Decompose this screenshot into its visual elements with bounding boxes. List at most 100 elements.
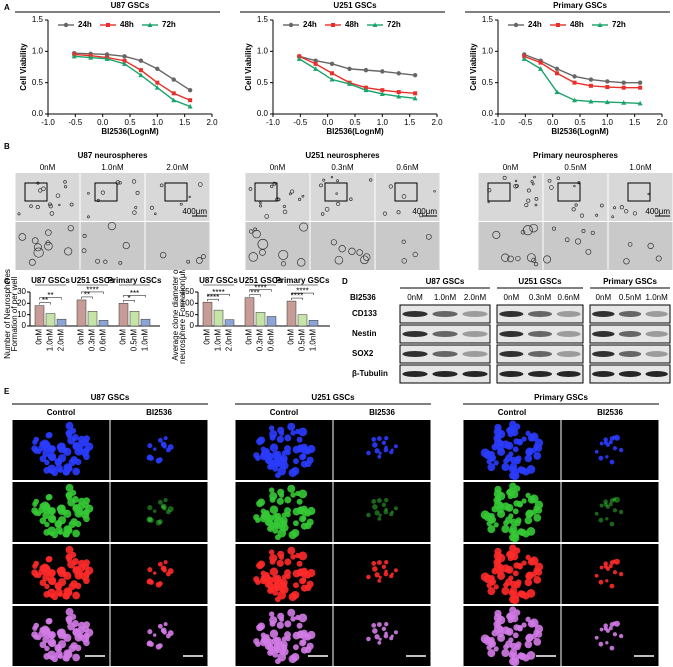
band [527, 351, 553, 357]
cell [33, 498, 40, 505]
group-label: Primary GSCs [108, 276, 162, 285]
cell [292, 644, 299, 651]
sphere [543, 255, 552, 264]
cell [524, 640, 533, 649]
sphere [547, 178, 552, 183]
micrograph [145, 222, 210, 270]
cell [85, 566, 94, 575]
cell [384, 621, 389, 627]
x-tick-label: 0.5 [349, 118, 361, 127]
dose-label: 2.0nM [166, 163, 189, 172]
stain-label: Merge [466, 607, 489, 616]
significance-bracket [39, 297, 62, 300]
sphere [252, 229, 261, 239]
cell [509, 657, 518, 666]
micrograph [608, 222, 673, 270]
y-tick-label: 20 [17, 298, 26, 307]
sphere [122, 242, 130, 250]
lane-label: 0.6nM [558, 293, 581, 302]
dose-label: 0nM [270, 163, 286, 172]
zoom-box [24, 182, 48, 202]
cell [533, 505, 540, 512]
scale-bar-label: 400μm [412, 207, 437, 216]
cell [39, 579, 47, 587]
bar [297, 314, 308, 327]
cell [157, 561, 163, 567]
cell [167, 568, 174, 575]
cell [65, 421, 74, 430]
cell [47, 638, 57, 647]
cell [489, 574, 495, 581]
band [618, 371, 642, 377]
significance-bracket [123, 300, 135, 303]
cell [304, 634, 312, 641]
dose-label: 0.6nM [396, 163, 419, 172]
cell [598, 641, 604, 647]
marker [288, 22, 294, 28]
protein-label: β-Tubulin [352, 369, 388, 378]
sphere [278, 249, 289, 260]
cell [65, 545, 74, 554]
x-tick-label: -1.0 [491, 118, 505, 127]
cell [298, 427, 308, 437]
sphere [433, 190, 436, 193]
sphere [288, 192, 292, 196]
cell [63, 525, 72, 534]
cell [39, 455, 47, 463]
panel-label: E [4, 387, 10, 396]
cell [63, 463, 72, 472]
micrograph [478, 222, 543, 270]
marker [588, 98, 594, 104]
cell [255, 579, 261, 585]
sphere [95, 258, 101, 264]
cell [296, 444, 305, 453]
x-tick-label: -0.5 [68, 118, 82, 127]
cell [42, 574, 50, 582]
sphere [632, 211, 638, 216]
cell [609, 583, 615, 589]
sphere [513, 184, 518, 189]
cell [273, 523, 280, 529]
legend-label: 72h [612, 20, 626, 29]
cell [85, 504, 94, 513]
cell [47, 514, 57, 523]
bar [224, 319, 235, 327]
scale-bar-label: 100μm [181, 657, 206, 666]
cell [259, 638, 268, 647]
cell [508, 651, 516, 659]
cell [160, 441, 167, 448]
cell [393, 506, 398, 511]
significance-label: ** [47, 291, 53, 300]
cell [287, 422, 296, 431]
cell [503, 582, 509, 588]
sphere [248, 252, 259, 262]
sphere [64, 247, 73, 256]
sphere [334, 255, 344, 265]
sphere [67, 225, 74, 232]
cell [493, 427, 503, 437]
cell [272, 465, 279, 472]
cell [287, 608, 296, 617]
cell [512, 570, 519, 577]
cell [272, 527, 279, 534]
cell [44, 521, 50, 528]
cell [46, 493, 53, 500]
scale-bar-label: 100μm [404, 657, 429, 666]
marker [538, 60, 543, 65]
cell [493, 584, 499, 590]
cell [157, 643, 163, 649]
sphere [107, 221, 117, 231]
marker [588, 83, 593, 88]
x-tick-label: 2.0nM [225, 329, 234, 352]
significance-bracket [291, 292, 314, 296]
legend-label: 72h [162, 20, 176, 29]
cell [290, 616, 296, 622]
stain-label: DAPI [113, 421, 132, 430]
bar [98, 320, 109, 327]
cell [612, 621, 617, 626]
sphere [349, 197, 353, 201]
cell [513, 423, 521, 430]
stain-label: CD133 [113, 545, 138, 554]
marker [637, 100, 643, 106]
cell [304, 460, 312, 468]
